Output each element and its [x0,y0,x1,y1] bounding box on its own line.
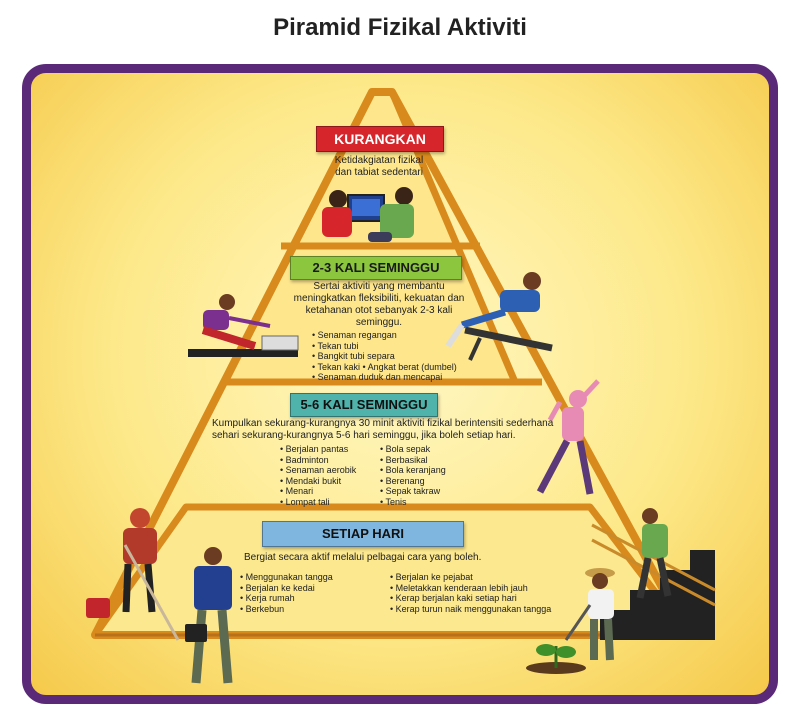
list-item: Berjalan ke kedai [240,583,380,594]
list-item: Meletakkan kenderaan lebih jauh [390,583,570,594]
list-item: Tekan kaki • Angkat berat (dumbel) [312,362,482,373]
list-item: Berbasikal [380,455,480,466]
mopping-woman-figure [86,508,180,641]
list-item: Tenis [380,497,480,508]
list-item: Tekan tubi [312,341,482,352]
gardening-man-figure [564,568,615,661]
tier-second-activity-list: Senaman regangan Tekan tubi Bangkit tubi… [312,330,482,383]
rowing-person-figure [188,294,299,357]
page-title: Piramid Fizikal Aktiviti [273,14,527,41]
list-item: Mendaki bukit [280,476,380,487]
list-item: Badminton [280,455,380,466]
list-item: Berkebun [240,604,380,615]
tier-base-activity-list-left: Menggunakan tangga Berjalan ke kedai Ker… [240,572,380,614]
list-item: Lompat tali [280,497,380,508]
list-item: Berjalan ke pejabat [390,572,570,583]
tier-second-label: 2-3 KALI SEMINGGU [290,256,462,280]
tier-third-activity-list-right: Bola sepak Berbasikal Bola keranjang Ber… [380,444,480,507]
plant-icon [526,644,586,674]
tier-third-label: 5-6 KALI SEMINGGU [290,393,438,417]
list-item: Berjalan pantas [280,444,380,455]
tier-top-description: Ketidakgiatan fizikal dan tabiat sedenta… [334,155,424,178]
list-item: Kerja rumah [240,593,380,604]
stair-climbing-man-figure [636,508,672,599]
tier-base-label: SETIAP HARI [262,521,464,547]
list-item: Senaman regangan [312,330,482,341]
list-item: Kerap turun naik menggunakan tangga [390,604,570,615]
tier-base-activity-list-right: Berjalan ke pejabat Meletakkan kenderaan… [390,572,570,614]
tier-base-description: Bergiat secara aktif melalui pelbagai ca… [244,552,482,563]
children-computer-figure [322,187,414,242]
list-item: Bangkit tubi separa [312,351,482,362]
list-item: Menari [280,486,380,497]
list-item: Menggunakan tangga [240,572,380,583]
list-item: Berenang [380,476,480,487]
list-item: Kerap berjalan kaki setiap hari [390,593,570,604]
tier-third-description: Kumpulkan sekurang-kurangnya 30 minit ak… [212,418,554,441]
list-item: Sepak takraw [380,486,480,497]
tier-top-label: KURANGKAN [316,126,444,152]
stretching-woman-figure [536,379,600,495]
list-item: Bola keranjang [380,465,480,476]
tier-second-description: Sertai aktiviti yang membantu meningkatk… [293,281,465,328]
walking-man-briefcase-figure [185,547,233,684]
list-item: Senaman duduk dan mencapai [312,372,482,383]
tier-third-activity-list-left: Berjalan pantas Badminton Senaman aerobi… [280,444,380,507]
list-item: Senaman aerobik [280,465,380,476]
list-item: Bola sepak [380,444,480,455]
